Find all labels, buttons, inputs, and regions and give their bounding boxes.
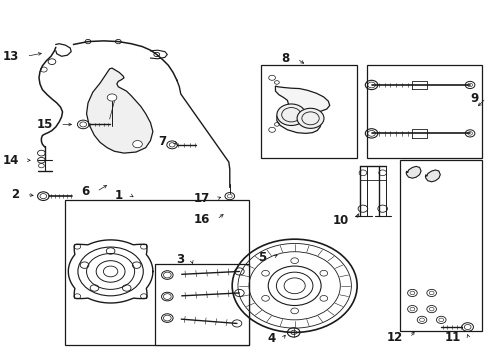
Text: 11: 11	[445, 331, 462, 344]
Circle shape	[133, 140, 142, 148]
Bar	[66, 200, 249, 345]
Text: 5: 5	[258, 251, 266, 264]
Text: 10: 10	[333, 214, 349, 227]
Text: 3: 3	[176, 253, 184, 266]
Bar	[367, 65, 482, 158]
Text: 16: 16	[193, 213, 210, 226]
Text: 14: 14	[3, 154, 19, 167]
Polygon shape	[425, 170, 441, 182]
Text: 13: 13	[3, 50, 19, 63]
Text: 4: 4	[267, 332, 275, 345]
Text: 9: 9	[470, 92, 479, 105]
Text: 6: 6	[81, 185, 90, 198]
Text: 12: 12	[387, 331, 403, 344]
Polygon shape	[406, 166, 421, 178]
Bar	[400, 160, 482, 330]
Bar	[261, 65, 357, 158]
Text: 7: 7	[158, 135, 166, 148]
Polygon shape	[87, 68, 153, 153]
Text: 8: 8	[282, 52, 290, 65]
Text: 1: 1	[115, 189, 123, 202]
Bar	[155, 264, 249, 345]
Text: 17: 17	[194, 192, 210, 205]
Circle shape	[107, 94, 117, 101]
Polygon shape	[275, 86, 330, 134]
Circle shape	[277, 104, 306, 126]
Text: 2: 2	[11, 188, 19, 201]
Circle shape	[297, 108, 324, 129]
Text: 15: 15	[37, 118, 53, 131]
